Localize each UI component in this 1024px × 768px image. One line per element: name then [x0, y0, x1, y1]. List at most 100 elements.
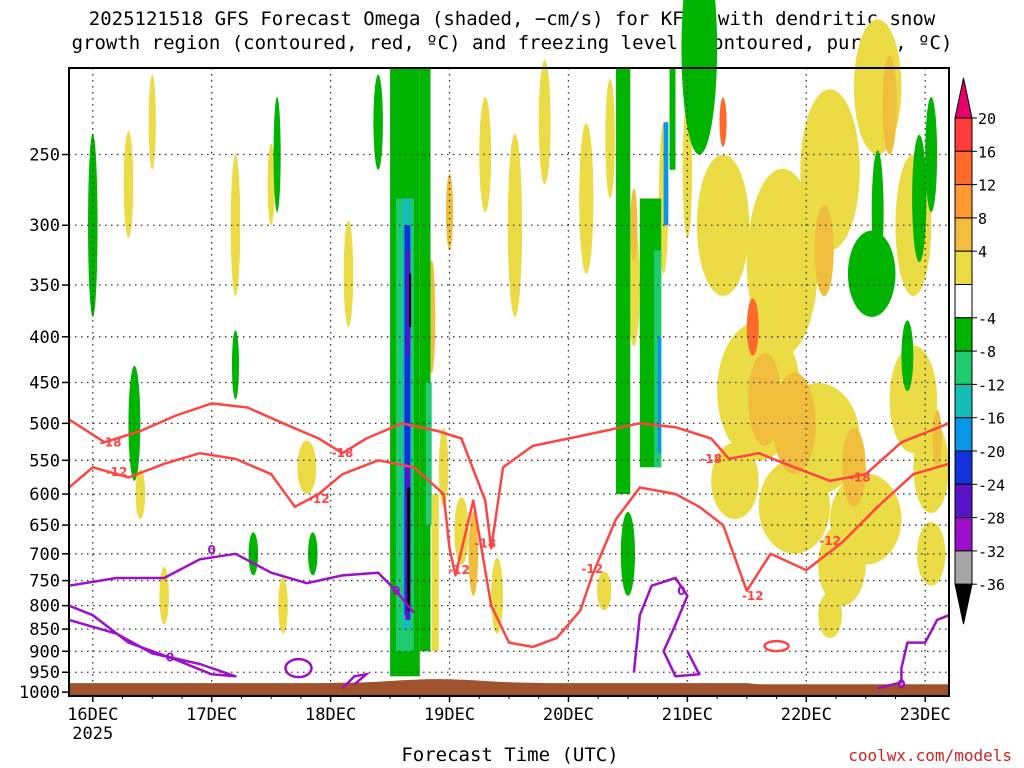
credit-text: coolwx.com/models: [848, 746, 1012, 765]
colorbar-segment: [954, 184, 973, 219]
contour-label: -12: [308, 492, 330, 506]
x-tick-label: 21DEC: [662, 705, 713, 725]
omega-shade: [597, 571, 612, 611]
omega-shade: [479, 96, 492, 213]
colorbar-label: 20: [978, 110, 996, 128]
colorbar-label: -36: [978, 576, 1005, 594]
colorbar-segment: [954, 550, 973, 585]
omega-shade: [308, 532, 318, 576]
contour-label: -18: [100, 435, 122, 449]
colorbar-segment: [954, 217, 973, 252]
omega-shade: [818, 523, 866, 606]
omega-shade: [128, 365, 141, 481]
colorbar-label: 16: [978, 143, 996, 161]
y-tick-label: 300: [29, 216, 60, 236]
y-tick-label: 1000: [19, 683, 60, 703]
y-tick-label: 800: [29, 597, 60, 617]
omega-shade: [579, 123, 594, 274]
colorbar-segment: [954, 77, 973, 119]
contour-label: -12: [106, 465, 128, 479]
colorbar-label: -28: [978, 510, 1005, 528]
colorbar-segment: [954, 284, 973, 319]
y-tick-label: 650: [29, 516, 60, 536]
omega-shade: [148, 74, 156, 170]
colorbar-label: -32: [978, 543, 1005, 561]
omega-shade: [814, 204, 834, 296]
terrain-fill: [69, 679, 949, 696]
y-tick-label: 900: [29, 642, 60, 662]
y-tick-label: 700: [29, 545, 60, 565]
omega-shade: [231, 330, 240, 400]
omega-shade: [916, 521, 946, 586]
colorbar-label: 12: [978, 177, 996, 195]
x-tick-label: 17DEC: [186, 705, 237, 725]
y-axis: 2503003504004505005506006507007508008509…: [19, 146, 69, 703]
omega-shade: [267, 143, 275, 226]
y-tick-label: 450: [29, 373, 60, 393]
y-tick-label: 550: [29, 451, 60, 471]
colorbar-label: -12: [978, 376, 1005, 394]
omega-shade: [278, 577, 288, 634]
dgz-contour-line: [763, 639, 790, 653]
colorbar-segment: [954, 117, 973, 152]
y-tick-label: 250: [29, 146, 60, 166]
y-tick-label: 400: [29, 328, 60, 348]
omega-shade: [605, 78, 615, 199]
freezing-level-contour-line: [341, 672, 371, 690]
omega-shade: [373, 74, 383, 170]
colorbar-label: -4: [978, 310, 996, 328]
omega-shade: [748, 352, 782, 446]
dgz-contour-line: [68, 451, 950, 649]
omega-shade: [800, 89, 860, 251]
x-axis: 16DEC 17DEC 18DEC 19DEC 20DEC 21DEC 22DEC 23DEC…: [67, 696, 951, 744]
freezing-level-contour-line: [632, 576, 701, 678]
omega-shade: [468, 511, 479, 596]
omega-shade: [419, 68, 431, 652]
x-tick-label: 18DEC: [305, 705, 356, 725]
omega-shade: [841, 427, 866, 507]
contour-label: -12: [581, 562, 603, 576]
chart-title-line-1: 2025121518 GFS Forecast Omega (shaded, −…: [88, 8, 936, 30]
colorbar-segment: [954, 350, 973, 385]
omega-shade: [438, 427, 449, 507]
colorbar: 20 16 12 8 4 -4 -8 -12 -16 -20 -24 -28 -32 -36: [954, 77, 1005, 625]
omega-shade: [123, 130, 134, 238]
omega-shade: [657, 336, 662, 454]
omega-shade: [925, 96, 938, 213]
chart-title-line-2: growth region (contoured, red, ºC) and f…: [71, 32, 953, 54]
colorbar-segment: [954, 383, 973, 419]
y-tick-label: 600: [29, 485, 60, 505]
contour-layer: [68, 402, 950, 690]
omega-shade: [159, 567, 169, 625]
colorbar-segment: [954, 483, 973, 519]
dgz-contour-line: [68, 402, 950, 550]
omega-shade: [681, 0, 718, 155]
y-tick-label: 500: [29, 414, 60, 434]
contour-label: -18: [332, 446, 354, 460]
freezing-level-contour-line: [68, 552, 415, 614]
omega-shade: [912, 134, 927, 263]
omega-shade: [135, 469, 146, 520]
freezing-level-contour-line: [284, 657, 313, 679]
omega-shade: [409, 273, 412, 327]
colorbar-segment: [954, 317, 973, 352]
colorbar-segment: [954, 250, 973, 285]
contour-label: 0: [166, 651, 174, 665]
omega-shade: [711, 442, 759, 520]
omega-shade: [746, 168, 819, 356]
omega-shade: [901, 320, 914, 392]
contour-label: -12: [448, 563, 470, 577]
omega-shade: [406, 250, 411, 356]
contour-label: -12: [742, 589, 764, 603]
freezing-level-contour-line: [877, 614, 950, 690]
x-tick-label: 20DEC: [543, 705, 594, 725]
x-tick-label: 22DEC: [781, 705, 832, 725]
omega-shade: [746, 298, 759, 356]
omega-shade: [882, 55, 897, 155]
freezing-level-contour-line: [68, 604, 237, 678]
omega-shade: [758, 459, 831, 554]
colorbar-label: -8: [978, 343, 996, 361]
contour-label: 0: [208, 543, 216, 557]
colorbar-segment: [954, 450, 973, 485]
